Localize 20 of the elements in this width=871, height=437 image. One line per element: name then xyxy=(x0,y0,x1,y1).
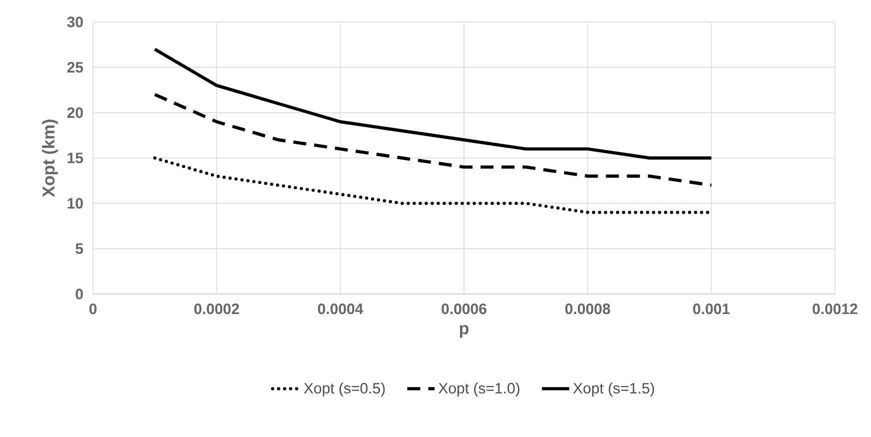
x-tick-label: 0.0006 xyxy=(442,304,486,314)
legend-label: Xopt (s=1.5) xyxy=(573,382,654,396)
x-tick-label: 0.001 xyxy=(693,304,730,314)
y-tick-label: 20 xyxy=(67,107,83,118)
y-tick-label: 0 xyxy=(76,288,83,300)
legend-label: Xopt (s=0.5) xyxy=(304,382,385,396)
y-tick-label: 25 xyxy=(67,62,84,73)
x-axis-title: p xyxy=(460,325,468,338)
y-axis-title: Xopt (km) xyxy=(42,120,58,198)
y-tick-label: 5 xyxy=(76,243,84,254)
y-tick-label: 15 xyxy=(68,152,84,164)
x-tick-label: 0.0012 xyxy=(812,304,858,314)
x-tick-label: 0 xyxy=(89,304,97,314)
x-tick-label: 0.0002 xyxy=(194,304,239,314)
legend-label: Xopt (s=1.0) xyxy=(438,382,520,396)
x-tick-label: 0.0004 xyxy=(318,304,364,314)
line-series xyxy=(153,92,713,187)
x-tick-label: 0.0008 xyxy=(565,304,610,314)
y-tick-label: 30 xyxy=(67,16,83,28)
y-tick-label: 10 xyxy=(68,198,83,209)
